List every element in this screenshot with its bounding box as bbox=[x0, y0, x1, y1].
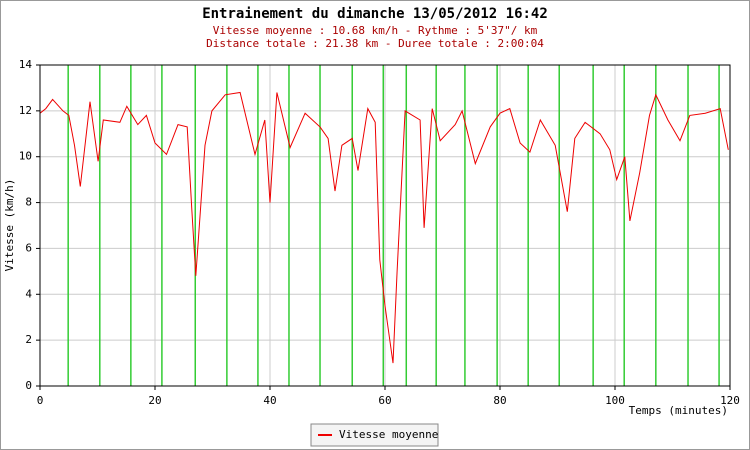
legend-box bbox=[310, 423, 439, 447]
y-tick-label: 6 bbox=[25, 241, 32, 254]
subtitle: Distance totale : 21.38 km - Duree total… bbox=[206, 37, 544, 50]
x-tick-label: 100 bbox=[605, 394, 625, 407]
y-axis-label: Vitesse (km/h) bbox=[3, 179, 16, 272]
y-tick-label: 0 bbox=[25, 379, 32, 392]
chart-title: Entrainement du dimanche 13/05/2012 16:4… bbox=[202, 6, 548, 22]
series-line bbox=[39, 91, 729, 364]
x-tick-label: 20 bbox=[148, 394, 161, 407]
subtitle: Vitesse moyenne : 10.68 km/h - Rythme : … bbox=[213, 24, 538, 37]
x-tick-label: 0 bbox=[37, 394, 44, 407]
legend: Vitesse moyenne bbox=[310, 423, 439, 447]
y-tick-label: 2 bbox=[25, 333, 32, 346]
y-tick-label: 10 bbox=[19, 150, 32, 163]
x-tick-label: 120 bbox=[720, 394, 740, 407]
x-tick-label: 80 bbox=[493, 394, 506, 407]
x-axis-label: Temps (minutes) bbox=[629, 404, 728, 417]
y-tick-label: 14 bbox=[19, 58, 33, 71]
y-tick-label: 4 bbox=[25, 287, 32, 300]
y-tick-label: 12 bbox=[19, 104, 32, 117]
legend-label: Vitesse moyenne bbox=[339, 428, 438, 441]
x-tick-label: 40 bbox=[263, 394, 276, 407]
x-tick-label: 60 bbox=[378, 394, 391, 407]
plot-border bbox=[39, 64, 731, 387]
y-tick-label: 8 bbox=[25, 196, 32, 209]
